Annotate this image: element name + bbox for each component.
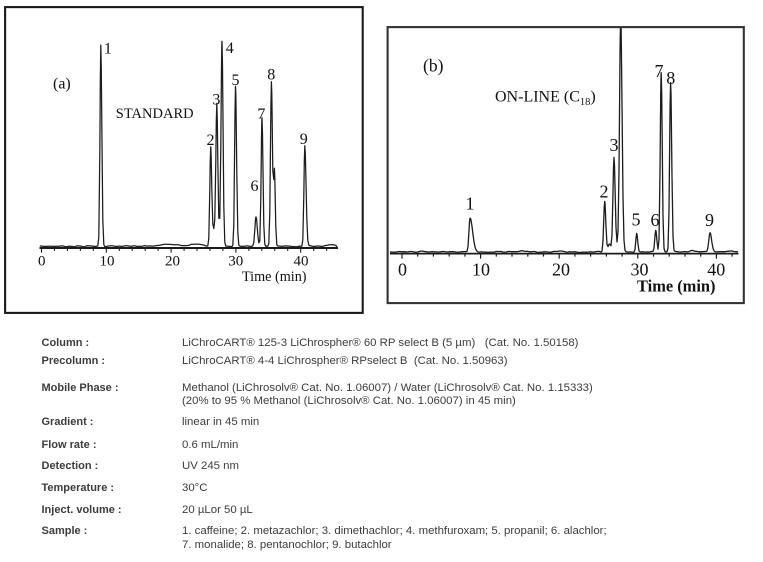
svg-text:10: 10 xyxy=(100,254,115,270)
svg-text:8: 8 xyxy=(666,68,675,88)
svg-text:30: 30 xyxy=(631,259,649,279)
svg-text:2: 2 xyxy=(600,181,609,201)
svg-text:8: 8 xyxy=(267,67,275,84)
svg-text:9: 9 xyxy=(705,210,714,230)
svg-text:20: 20 xyxy=(165,254,180,270)
svg-text:4: 4 xyxy=(226,40,234,57)
svg-text:Time (min): Time (min) xyxy=(637,277,715,296)
svg-text:5: 5 xyxy=(232,72,240,89)
svg-text:3: 3 xyxy=(212,92,220,109)
svg-text:5: 5 xyxy=(632,209,641,229)
svg-text:20: 20 xyxy=(552,259,570,279)
svg-text:1: 1 xyxy=(466,194,475,214)
svg-text:3: 3 xyxy=(610,135,619,155)
svg-text:40: 40 xyxy=(707,259,725,279)
svg-text:10: 10 xyxy=(472,259,490,279)
svg-text:0: 0 xyxy=(38,254,46,270)
svg-text:Time (min): Time (min) xyxy=(242,269,307,285)
svg-text:7: 7 xyxy=(257,106,265,123)
svg-text:7: 7 xyxy=(655,61,664,81)
svg-text:9: 9 xyxy=(300,131,308,148)
svg-text:ON-LINE (C18): ON-LINE (C18) xyxy=(495,89,596,109)
svg-text:(b): (b) xyxy=(423,56,444,76)
svg-text:0: 0 xyxy=(398,259,407,279)
svg-text:1: 1 xyxy=(104,41,112,58)
svg-text:2: 2 xyxy=(207,132,215,149)
svg-text:30: 30 xyxy=(228,254,243,270)
svg-text:6: 6 xyxy=(251,178,259,195)
svg-text:6: 6 xyxy=(651,210,660,230)
svg-text:(a): (a) xyxy=(53,76,71,93)
svg-text:40: 40 xyxy=(294,254,309,270)
svg-text:STANDARD: STANDARD xyxy=(116,106,194,122)
